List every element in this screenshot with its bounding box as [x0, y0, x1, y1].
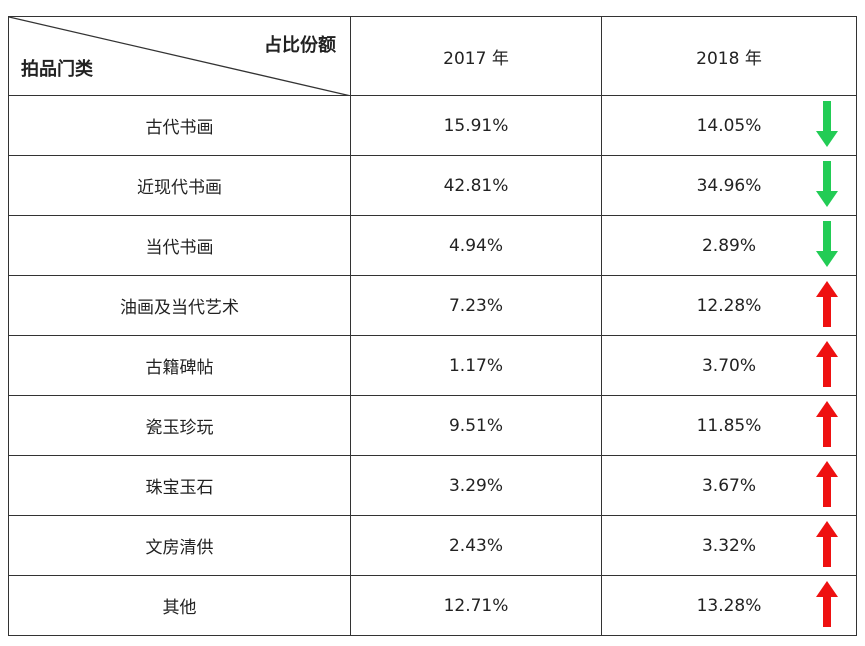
share-2018-value: 3.70% [701, 355, 756, 376]
arrow-down-icon [816, 161, 838, 207]
table-row: 油画及当代艺术 7.23% 12.28% [8, 275, 857, 336]
arrow-down-icon [816, 101, 838, 147]
year-2017-header: 2017 年 [350, 16, 602, 96]
share-2018-value: 3.32% [701, 535, 756, 556]
arrow-up-icon [816, 281, 838, 327]
table-row: 文房清供 2.43% 3.32% [8, 515, 857, 576]
auction-share-table: 占比份额 拍品门类 2017 年 2018 年 古代书画 15.91% 14.05%… [8, 16, 857, 636]
table-row: 当代书画 4.94% 2.89% [8, 215, 857, 276]
share-2017-cell: 7.23% [350, 275, 602, 336]
share-2017-cell: 9.51% [350, 395, 602, 456]
share-2018-cell: 3.70% [601, 335, 857, 396]
share-header-label: 占比份额 [264, 35, 336, 56]
diagonal-divider [9, 17, 351, 96]
category-header-label: 拍品门类 [21, 59, 93, 80]
table-row: 近现代书画 42.81% 34.96% [8, 155, 857, 216]
share-2017-cell: 4.94% [350, 215, 602, 276]
corner-header-cell: 占比份额 拍品门类 [8, 16, 351, 96]
share-2018-value: 2.89% [701, 235, 756, 256]
arrow-up-icon [816, 581, 838, 627]
share-2018-value: 14.05% [696, 115, 762, 136]
category-cell: 其他 [8, 575, 351, 636]
year-2018-header: 2018 年 [601, 16, 857, 96]
share-2018-cell: 2.89% [601, 215, 857, 276]
share-2018-cell: 3.32% [601, 515, 857, 576]
share-2017-cell: 12.71% [350, 575, 602, 636]
share-2018-cell: 13.28% [601, 575, 857, 636]
share-2018-value: 13.28% [696, 595, 762, 616]
category-cell: 油画及当代艺术 [8, 275, 351, 336]
arrow-up-icon [816, 461, 838, 507]
arrow-up-icon [816, 401, 838, 447]
share-2017-cell: 15.91% [350, 95, 602, 156]
table-row: 古籍碑帖 1.17% 3.70% [8, 335, 857, 396]
share-2018-value: 34.96% [696, 175, 762, 196]
category-cell: 瓷玉珍玩 [8, 395, 351, 456]
category-cell: 珠宝玉石 [8, 455, 351, 516]
header-row: 占比份额 拍品门类 2017 年 2018 年 [8, 16, 857, 96]
share-2018-value: 3.67% [701, 475, 756, 496]
table-row: 其他 12.71% 13.28% [8, 575, 857, 636]
category-cell: 当代书画 [8, 215, 351, 276]
share-2017-cell: 1.17% [350, 335, 602, 396]
category-cell: 文房清供 [8, 515, 351, 576]
table-body: 古代书画 15.91% 14.05% 近现代书画 42.81% 34.96% 当代书画 4.9… [8, 95, 857, 636]
share-2018-cell: 11.85% [601, 395, 857, 456]
category-cell: 古代书画 [8, 95, 351, 156]
table-row: 古代书画 15.91% 14.05% [8, 95, 857, 156]
share-2018-cell: 34.96% [601, 155, 857, 216]
arrow-down-icon [816, 221, 838, 267]
share-2018-value: 11.85% [696, 415, 762, 436]
share-2018-cell: 3.67% [601, 455, 857, 516]
category-cell: 古籍碑帖 [8, 335, 351, 396]
share-2017-cell: 2.43% [350, 515, 602, 576]
share-2017-cell: 3.29% [350, 455, 602, 516]
share-2017-cell: 42.81% [350, 155, 602, 216]
share-2018-value: 12.28% [696, 295, 762, 316]
category-cell: 近现代书画 [8, 155, 351, 216]
share-2018-cell: 12.28% [601, 275, 857, 336]
table-row: 瓷玉珍玩 9.51% 11.85% [8, 395, 857, 456]
arrow-up-icon [816, 341, 838, 387]
table-row: 珠宝玉石 3.29% 3.67% [8, 455, 857, 516]
share-2018-cell: 14.05% [601, 95, 857, 156]
arrow-up-icon [816, 521, 838, 567]
